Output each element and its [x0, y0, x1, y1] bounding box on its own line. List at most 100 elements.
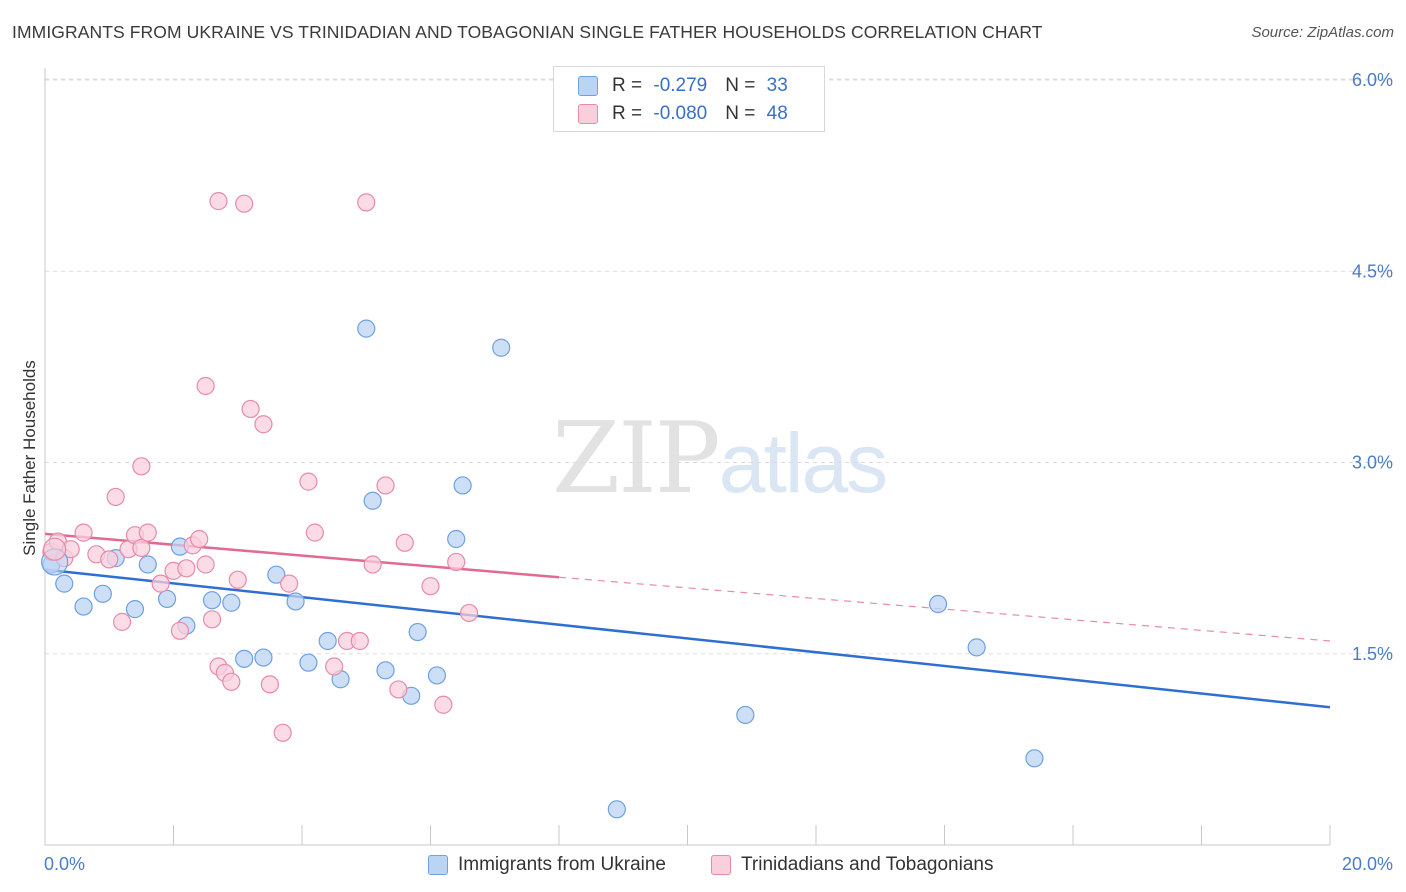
watermark: ZIPatlas: [552, 402, 888, 516]
y-tick-label: 1.5%: [1352, 644, 1393, 664]
legend-r-value: -0.279: [653, 75, 708, 96]
point-trinidad: [138, 523, 157, 542]
point-trinidad: [222, 672, 241, 691]
x-tick-label: 0.0%: [44, 854, 85, 874]
legend-row-ukraine: R = -0.279 N = 33: [578, 71, 788, 101]
point-ukraine: [736, 705, 755, 725]
legend-swatch-trinidad: [711, 855, 731, 875]
legend-label-ukraine: Immigrants from Ukraine: [458, 854, 666, 875]
point-ukraine: [254, 648, 273, 667]
point-ukraine: [408, 622, 427, 642]
point-trinidad: [151, 574, 170, 593]
legend-swatch-trinidad: [578, 104, 598, 124]
legend-n-value: 33: [766, 75, 788, 96]
point-ukraine: [357, 319, 376, 338]
point-trinidad: [325, 657, 344, 676]
point-trinidad: [280, 574, 299, 593]
chart-title: IMMIGRANTS FROM UKRAINE VS TRINIDADIAN A…: [12, 22, 1043, 42]
point-trinidad: [177, 559, 196, 578]
point-trinidad: [112, 612, 132, 631]
x-tick-label: 20.0%: [1342, 854, 1393, 874]
point-ukraine: [222, 593, 241, 612]
point-trinidad: [196, 555, 215, 574]
point-ukraine: [607, 800, 626, 819]
point-ukraine: [363, 491, 382, 510]
data-points: [41, 192, 1044, 819]
grid: [45, 78, 1392, 655]
point-ukraine: [286, 592, 305, 611]
point-trinidad: [132, 538, 151, 558]
legend-n-value: 48: [766, 103, 788, 124]
point-ukraine: [138, 555, 157, 574]
legend-r-value: -0.080: [653, 103, 708, 124]
point-trinidad: [260, 675, 279, 694]
point-ukraine: [125, 600, 145, 619]
point-ukraine: [74, 597, 93, 616]
point-trinidad: [350, 631, 369, 651]
legend-row-trinidad: R = -0.080 N = 48: [578, 99, 788, 129]
point-trinidad: [100, 550, 119, 569]
correlation-legend: R = -0.279 N = 33 R = -0.080 N = 48: [553, 66, 825, 132]
point-ukraine: [318, 631, 337, 651]
point-ukraine: [1025, 749, 1044, 768]
point-trinidad: [459, 603, 479, 623]
legend-item-trinidad: Trinidadians and Tobagonians: [711, 852, 993, 878]
point-ukraine: [928, 594, 948, 614]
point-trinidad: [170, 621, 190, 640]
point-trinidad: [357, 193, 376, 212]
point-ukraine: [235, 649, 254, 668]
point-ukraine: [427, 666, 447, 685]
legend-r-label: R =: [612, 75, 648, 96]
point-ukraine: [967, 638, 986, 657]
legend-swatch-ukraine: [428, 855, 448, 875]
watermark-zip: ZIP: [552, 402, 721, 516]
point-trinidad: [376, 476, 395, 495]
point-trinidad: [299, 472, 318, 491]
point-ukraine: [202, 591, 222, 610]
point-trinidad: [434, 695, 453, 714]
point-trinidad: [190, 529, 209, 549]
point-ukraine: [299, 653, 318, 672]
point-trinidad: [421, 577, 440, 596]
point-trinidad: [389, 680, 408, 699]
point-trinidad: [241, 399, 260, 419]
y-tick-label: 4.5%: [1352, 261, 1393, 281]
point-ukraine: [55, 574, 74, 593]
point-trinidad: [395, 533, 414, 552]
point-ukraine: [376, 661, 395, 680]
legend-r-label: R =: [612, 103, 648, 124]
point-trinidad: [273, 723, 292, 742]
axes: [44, 68, 1331, 846]
y-tick-label: 3.0%: [1352, 453, 1393, 473]
watermark-atlas: atlas: [718, 416, 888, 510]
point-ukraine: [492, 338, 511, 357]
point-trinidad: [132, 457, 151, 476]
point-ukraine: [447, 529, 466, 549]
point-trinidad: [363, 555, 382, 574]
y-tick-label: 6.0%: [1352, 70, 1393, 90]
point-trinidad: [447, 552, 466, 572]
point-trinidad: [209, 192, 228, 211]
legend-n-label: N =: [725, 75, 761, 96]
point-ukraine: [93, 584, 112, 603]
legend-swatch-ukraine: [578, 76, 598, 96]
point-trinidad: [254, 415, 273, 434]
point-trinidad: [305, 523, 324, 542]
legend-item-ukraine: Immigrants from Ukraine: [428, 852, 666, 878]
point-ukraine: [453, 476, 472, 495]
trend-line-ukraine: [44, 568, 1331, 709]
point-trinidad: [106, 487, 125, 507]
tick-labels: 1.5% 3.0% 4.5% 6.0% 0.0% 20.0%: [44, 70, 1393, 874]
y-axis-label: Single Father Households: [20, 360, 39, 556]
legend-n-label: N =: [725, 103, 761, 124]
point-trinidad: [202, 610, 222, 629]
point-ukraine: [157, 589, 177, 609]
point-trinidad: [43, 537, 67, 561]
legend-label-trinidad: Trinidadians and Tobagonians: [741, 854, 994, 875]
point-ukraine: [267, 565, 286, 584]
point-trinidad: [228, 570, 247, 589]
point-trinidad: [235, 194, 254, 213]
point-trinidad: [74, 523, 93, 542]
point-trinidad: [196, 376, 215, 396]
